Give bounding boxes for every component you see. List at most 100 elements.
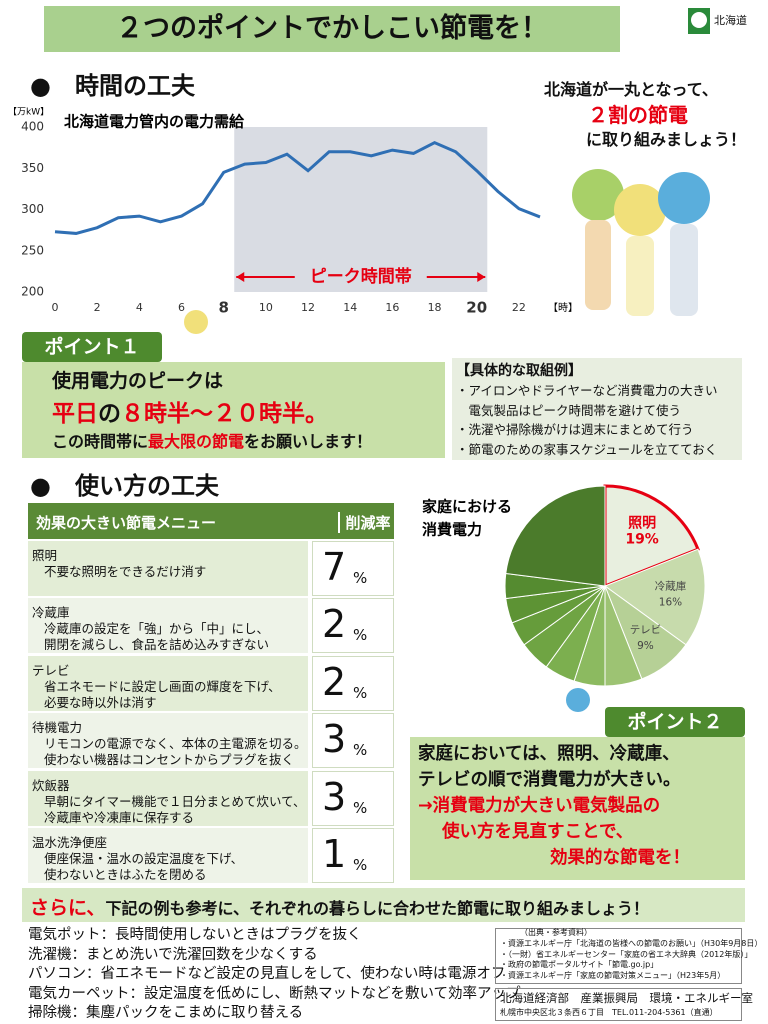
table-header: 効果の大きい節電メニュー 削減率 (28, 503, 394, 539)
x-tick-label: 0 (52, 301, 59, 314)
table-row: 待機電力 リモコンの電源でなく、本体の主電源を切る。 使わない機器はコンセントからプ… (28, 713, 394, 769)
rate: 7 (322, 545, 347, 589)
x-tick-label: 14 (343, 301, 357, 314)
example-item: ・節電のための家事スケジュールを立てておく (456, 441, 718, 457)
pie-slice (504, 572, 606, 600)
source-title: （出典・参考資料） (520, 928, 592, 937)
table-row: テレビ 省エネモードに設定し画面の輝度を下げ、 必要な時以外は消す 2% (28, 655, 394, 711)
row-name: 照明 (32, 548, 58, 563)
more-band (22, 888, 745, 922)
row-bg (28, 598, 308, 654)
footer-org: 北海道経済部 産業振興局 環境・エネルギー室 (500, 991, 753, 1005)
y-tick-label: 250 (21, 243, 44, 257)
rate-unit: % (353, 626, 368, 645)
examples-list: ・アイロンやドライヤーなど消費電力の大きい 電気製品はピーク時間帯を避けて使う・… (456, 381, 718, 459)
section-heading: ● 使い方の工夫 (30, 472, 219, 500)
peak-shade (234, 127, 488, 292)
header-cell: 削減率 (338, 512, 396, 533)
example-item: ・アイロンやドライヤーなど消費電力の大きい (456, 383, 718, 398)
x-tick-label: 20 (466, 299, 487, 317)
pie-title: 消費電力 (422, 521, 482, 539)
text-segment: 最大限の節電 (148, 432, 245, 451)
menu-table: 効果の大きい節電メニュー 削減率照明 不要な照明をできるだけ消す 7% 冷蔵庫 冷蔵庫の設… (28, 503, 394, 885)
pie-slice (523, 585, 606, 668)
point-tag: ポイント２ (605, 707, 745, 737)
point-box: 家庭においては、照明、冷蔵庫、 テレビの順で消費電力が大きい。 →消費電力が大きい電… (410, 737, 745, 880)
demand-line (54, 141, 541, 235)
pie-label: 冷蔵庫 (655, 579, 687, 592)
speech-highlight: ２割の節電 (588, 103, 688, 127)
y-tick-label: 300 (21, 202, 44, 216)
x-tick-label: 6 (178, 301, 185, 314)
more-item: 掃除機：集塵パックをこまめに取り替える (28, 1005, 304, 1021)
rate-bg (312, 828, 394, 883)
logo-mark (688, 8, 710, 34)
logo-text: 北海道 (714, 14, 747, 27)
row-detail: 使わないときはふたを閉める (44, 867, 207, 882)
pie-label: 照明 (628, 515, 656, 531)
sources-box (495, 928, 742, 984)
x-tick-label: 12 (301, 301, 315, 314)
rate-bg (312, 655, 394, 711)
row-bg (28, 541, 308, 596)
more-list: 電気ポット：長時間使用しないときはプラグを抜く 洗濯機：まとめ洗いで洗濯回数を少な… (28, 926, 521, 1024)
speech-line: 北海道が一丸となって、 (544, 80, 718, 99)
x-tick-label: 8 (218, 299, 228, 317)
pie-value-label: 19% (625, 531, 659, 547)
peak-arrowhead (236, 272, 245, 282)
row-detail: 冷蔵庫や冷凍庫に保存する (44, 809, 195, 825)
x-tick-label: 22 (512, 301, 526, 314)
row-detail: 早朝にタイマー機能で１日分まとめて炊いて、 (44, 793, 306, 809)
row-detail: 開閉を減らし、食品を詰め込みすぎない (44, 637, 270, 653)
pie-slice (505, 585, 606, 624)
point-line: テレビの順で消費電力が大きい。 (418, 770, 681, 790)
x-tick-label: 10 (259, 301, 273, 314)
source-item: ・（一財）省エネルギーセンター「家庭の省エネ大辞典（2012年版）」 (500, 949, 753, 959)
x-tick-label: 18 (428, 301, 442, 314)
row-bg (28, 770, 308, 826)
pie-slice (603, 584, 687, 680)
rate: 1 (322, 832, 347, 876)
chart-title: 北海道電力管内の電力需給 (64, 113, 245, 131)
point-line: →消費電力が大きい電気製品の (418, 796, 661, 816)
row-detail: 使わない機器はコンセントからプラグを抜く (44, 752, 295, 768)
y-tick-label: 200 (21, 285, 44, 299)
pie-slice (603, 548, 706, 646)
more-item: パソコン：省エネモードなど設定の見直しをして、使わない時は電源オフ (28, 966, 506, 982)
title-banner (44, 6, 620, 52)
point-tag: ポイント１ (22, 332, 162, 362)
more-lead: さらに、下記の例も参考に、それぞれの暮らしに合わせた節電に取り組みましょう！ (30, 893, 649, 920)
text-segment: ８時半～２０時半。 (121, 401, 328, 427)
peak-label: ピーク時間帯 (310, 266, 412, 287)
examples-box (452, 358, 742, 460)
point-line: 家庭においては、照明、冷蔵庫、 (418, 744, 680, 764)
peak-arrowhead (477, 272, 486, 282)
more-item: 電気カーペット：設定温度を低めにし、断熱マットなどを敷いて効率アップ (28, 985, 521, 1002)
rate-bg (312, 713, 394, 769)
rate-bg (312, 541, 394, 596)
pie-slice (603, 484, 700, 589)
lead: さらに、 (30, 897, 106, 919)
table-row: 照明 不要な照明をできるだけ消す 7% (28, 541, 394, 596)
pie-label: テレビ (630, 624, 662, 636)
more-item: 電気ポット：長時間使用しないときはプラグを抜く (28, 927, 362, 943)
example-item: ・洗濯や掃除機がけは週末にまとめて行う (456, 422, 694, 437)
text-segment: 平日 (52, 401, 98, 427)
row-detail: 必要な時以外は消す (44, 694, 157, 710)
x-unit: 【時】 (548, 302, 578, 314)
x-tick-label: 2 (94, 301, 101, 314)
pie-slice (573, 585, 606, 687)
row-bg (28, 655, 308, 711)
table-row: 冷蔵庫 冷蔵庫の設定を「強」から「中」にし、 開閉を減らし、食品を詰め込みすぎない 2… (28, 598, 394, 654)
text-segment: この時間帯に (52, 432, 149, 451)
row-detail: 不要な照明をできるだけ消す (44, 564, 207, 579)
footer-box (495, 988, 742, 1021)
y-tick-label: 400 (21, 120, 44, 134)
row-name: 炊飯器 (32, 777, 70, 793)
row-detail: リモコンの電源でなく、本体の主電源を切る。 (44, 736, 307, 752)
pie-slice (604, 585, 643, 687)
row-detail: 冷蔵庫の設定を「強」から「中」にし、 (44, 621, 270, 637)
rate-bg (312, 770, 394, 826)
text-segment: の (98, 401, 121, 427)
source-item: ・政府の節電ポータルサイト「節電.go.jp」 (500, 960, 659, 969)
